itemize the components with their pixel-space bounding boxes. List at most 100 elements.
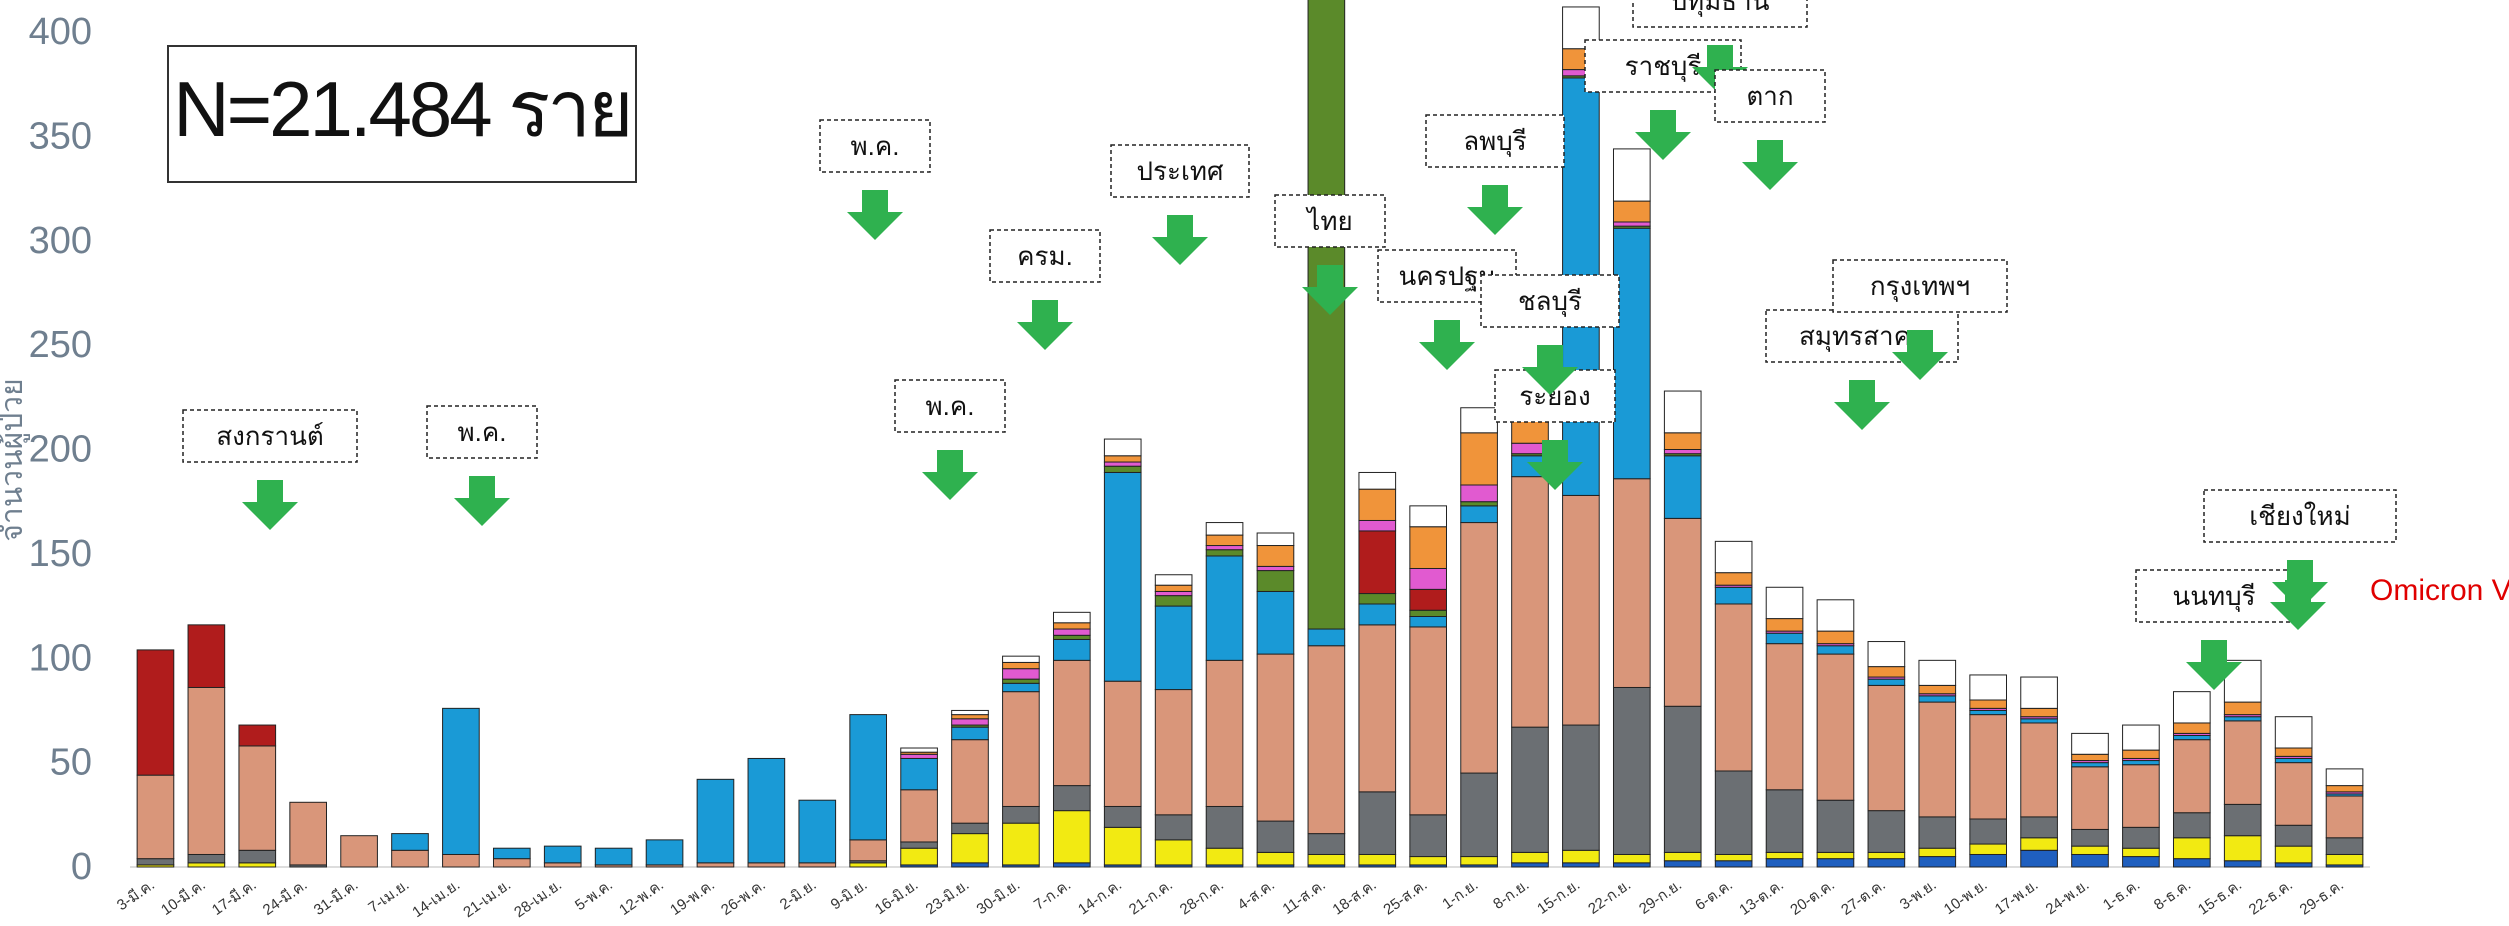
bar-segment — [2172, 739, 2211, 814]
x-tick-label: 22-ธ.ค. — [2246, 876, 2296, 918]
annotation-box — [1425, 114, 1565, 168]
bar-segment — [1002, 655, 1040, 663]
bar-segment — [1103, 461, 1142, 467]
bar-segment — [1205, 805, 1244, 849]
bar-segment — [900, 789, 938, 843]
bar-segment — [1612, 221, 1651, 227]
bar-segment — [696, 862, 735, 868]
bar-segment — [1205, 534, 1244, 547]
bar-segment — [1358, 603, 1397, 626]
x-tick-label: 16-มิ.ย. — [872, 876, 922, 918]
annotation-box — [1714, 69, 1826, 123]
x-tick-label: 15-ก.ย. — [1534, 876, 1583, 917]
bar-segment — [1103, 465, 1142, 473]
x-tick-label: 3-พ.ย. — [1897, 876, 1940, 913]
bar-segment — [1511, 862, 1549, 868]
bar-segment — [2274, 845, 2313, 864]
annotation-label: ตาก — [1746, 81, 1793, 111]
bar-segment — [1663, 455, 1702, 519]
bar-segment — [2071, 828, 2109, 847]
bar-segment — [238, 862, 277, 868]
bar-segment — [1612, 478, 1651, 688]
x-tick-label: 9-มิ.ย. — [828, 876, 871, 913]
bar-segment — [442, 853, 480, 868]
bar-segment — [1918, 659, 1957, 686]
bar-segment — [1969, 853, 2007, 868]
bar-segment — [798, 799, 837, 864]
bar-segment — [1867, 851, 1906, 860]
bar-segment — [1205, 545, 1244, 551]
bar-segment — [849, 714, 887, 841]
x-tick-label: 27-ต.ค. — [1838, 876, 1889, 918]
bar-segment — [1103, 438, 1142, 457]
bar-segment — [1409, 609, 1447, 617]
bar-segment — [951, 709, 989, 716]
bar-segment — [1460, 856, 1498, 866]
bar-segment — [1154, 574, 1193, 586]
bar-segment — [543, 862, 582, 868]
bar-segment — [2223, 720, 2262, 805]
bar-segment — [1918, 695, 1957, 703]
bar-segment — [1358, 593, 1397, 605]
bar-segment — [2223, 803, 2262, 837]
annotation-label: พ.ค. — [458, 417, 507, 447]
bar-segment — [2122, 724, 2160, 751]
bar-segment — [1052, 611, 1091, 624]
bar-segment — [1765, 632, 1804, 645]
bar-segment — [1663, 851, 1702, 862]
x-tick-label: 29-ธ.ค. — [2297, 876, 2347, 918]
bar-segment — [1663, 390, 1702, 434]
bar-segment — [1154, 839, 1193, 866]
annotation-box — [182, 409, 358, 463]
annotation-label: ชลบุรี — [1518, 286, 1582, 317]
bar-segment — [1460, 407, 1498, 434]
x-tick-label: 17-พ.ย. — [1992, 876, 2042, 918]
bar-segment — [1918, 816, 1957, 849]
bar-segment — [2020, 718, 2058, 724]
bar-segment — [1562, 849, 1600, 864]
bar-segment — [1918, 684, 1957, 695]
bar-segment — [798, 862, 837, 868]
x-tick-label: 29-ก.ย. — [1636, 876, 1685, 917]
bar-segment — [2122, 826, 2160, 849]
annotation-label: ไทย — [1305, 206, 1352, 236]
bar-segment — [1103, 471, 1142, 682]
bar-segment — [1867, 810, 1906, 853]
down-arrow-icon — [1467, 185, 1523, 235]
annotation-box — [1110, 144, 1250, 198]
bar-segment — [2071, 732, 2109, 755]
bar-segment — [1256, 570, 1295, 592]
bar-segment — [2122, 760, 2160, 766]
bar-segment — [1205, 549, 1244, 557]
down-arrow-icon — [1302, 265, 1358, 315]
bar-segment — [2071, 853, 2109, 868]
bar-segment — [1765, 851, 1804, 860]
x-tick-label: 26-พ.ค. — [718, 876, 769, 919]
bar-segment — [1103, 805, 1142, 828]
annotation: ไทย — [1274, 194, 1386, 315]
bar-segment — [1460, 522, 1498, 774]
bar-segment — [1256, 590, 1295, 655]
down-arrow-icon — [454, 476, 510, 526]
x-tick-label: 8-ก.ย. — [1490, 876, 1532, 913]
bar-segment — [1358, 530, 1397, 595]
bar-segment — [2071, 762, 2109, 768]
bar-segment — [1765, 789, 1804, 853]
bar-segment — [1816, 851, 1855, 860]
down-arrow-icon — [922, 450, 978, 500]
annotation-label: ครม. — [1017, 241, 1073, 271]
bar-segment — [1562, 494, 1600, 726]
annotation: ครม. — [989, 229, 1101, 350]
x-tick-label: 7-ก.ค. — [1031, 876, 1074, 913]
bar-segment — [951, 822, 989, 835]
bar-segment — [1714, 586, 1753, 605]
bar-segment — [2172, 722, 2211, 734]
bar-segment — [2172, 691, 2211, 724]
bar-segment — [1002, 668, 1040, 680]
bar-segment — [2325, 837, 2364, 855]
x-tick-label: 3-มี.ค. — [114, 876, 158, 914]
bar-segment — [1511, 851, 1549, 864]
x-tick-label: 2-มิ.ย. — [777, 876, 820, 913]
annotation-box — [894, 379, 1006, 433]
